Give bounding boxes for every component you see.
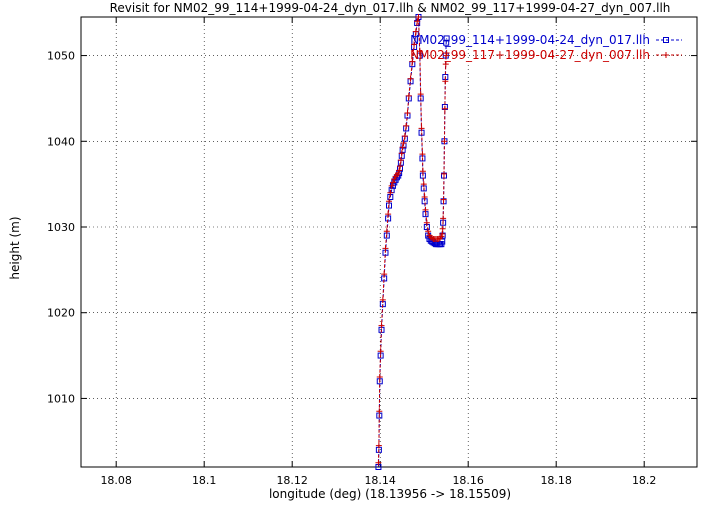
data-point [416,48,423,55]
y-tick-label: 1010 [47,392,75,405]
y-tick-label: 1020 [47,307,75,320]
data-point [438,233,445,240]
data-point [422,206,429,213]
data-point [389,179,396,186]
data-point [382,245,389,252]
data-point [420,181,427,188]
legend-label-series-1: NM02_99_114+1999-04-24_dyn_017.llh [410,33,650,47]
x-tick-label: 18.18 [540,474,572,487]
data-point [419,151,426,158]
data-point [418,125,425,132]
y-axis-label: height (m) [8,216,22,279]
data-point [441,138,448,145]
data-point [401,133,408,140]
data-point [407,75,414,82]
data-point [376,408,383,415]
y-tick-label: 1040 [47,135,75,148]
data-point [379,296,386,303]
data-point [443,39,450,46]
data-point [405,92,412,99]
x-tick-label: 18.08 [100,474,132,487]
legend: NM02_99_114+1999-04-24_dyn_017.llh NM02_… [410,33,682,62]
data-point [403,122,410,129]
x-tick-label: 18.14 [364,474,396,487]
data-point [411,41,418,48]
data-point [397,163,403,170]
data-point [388,182,395,189]
data-point [425,228,432,235]
data-point [396,167,403,174]
legend-label-series-2: NM02_99_117+1999-04-27_dyn_007.llh [410,48,650,62]
y-tick-label: 1030 [47,221,75,234]
series-layer [375,14,450,470]
data-point [383,228,390,235]
axis-ticks: 18.08 18.1 18.12 18.14 18.16 18.18 18.2 1010 102… [47,17,697,487]
legend-samples [656,37,682,58]
x-tick-label: 18.16 [452,474,484,487]
data-point [377,348,384,355]
data-point [440,196,447,203]
data-point [375,459,382,466]
data-point [443,50,450,56]
data-point [415,14,422,20]
data-point [421,194,428,200]
data-point [397,157,404,164]
plot-border [80,16,698,468]
data-point [439,230,446,237]
data-point [412,28,419,35]
data-point [387,189,394,196]
data-point [441,170,447,177]
data-point [381,271,388,278]
data-point [400,140,407,146]
data-point [404,110,411,116]
data-point [440,215,447,222]
data-point [385,211,392,218]
data-point [442,61,449,68]
data-point [414,18,421,25]
data-point [441,105,448,112]
data-point [399,144,406,151]
chart-title: Revisit for NM02_99_114+1999-04-24_dyn_0… [110,1,671,15]
data-point [442,78,449,85]
y-tick-label: 1050 [47,50,75,63]
data-point [439,238,446,245]
data-point [439,225,446,232]
series-2 [375,14,450,466]
data-point [443,35,450,42]
data-point [417,91,424,98]
data-point [419,168,426,175]
data-point [391,176,398,182]
data-point [398,150,405,157]
data-point [409,58,416,65]
data-point [376,374,383,380]
x-axis-label: longitude (deg) (18.13956 -> 18.15509) [269,487,511,501]
x-tick-label: 18.2 [632,474,657,487]
legend-sample-marker [663,52,669,58]
legend-sample-marker [663,37,669,43]
data-point [395,170,402,176]
data-point [423,219,430,226]
x-tick-label: 18.1 [192,474,217,487]
data-point [386,198,392,205]
data-point [429,235,436,242]
grid [81,17,697,467]
data-point [378,322,385,329]
data-point [435,236,442,242]
x-tick-label: 18.12 [276,474,308,487]
data-point [375,442,382,449]
